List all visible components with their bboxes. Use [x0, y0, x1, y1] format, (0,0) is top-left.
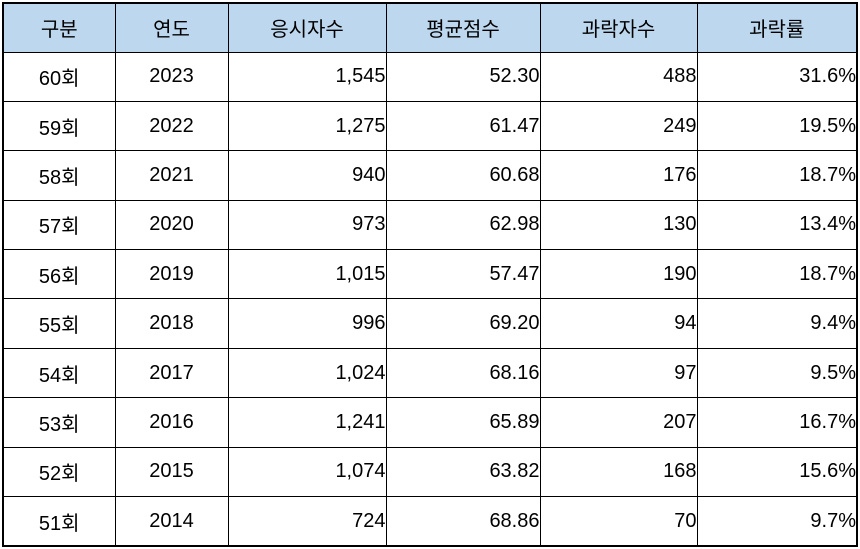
- cell-average_score: 57.47: [385, 249, 541, 300]
- table-row: 57회 2020 973 62.98 130 13.4%: [2, 199, 858, 251]
- cell-round: 51회: [2, 496, 116, 547]
- cell-fail_rate: 15.6%: [696, 446, 858, 498]
- cell-fail_rate: 9.7%: [696, 496, 858, 547]
- cell-fail_rate: 18.7%: [696, 249, 858, 300]
- cell-year: 2017: [114, 347, 229, 399]
- cell-average_score: 62.98: [385, 199, 541, 251]
- table-row: 52회 2015 1,074 63.82 168 15.6%: [2, 446, 858, 498]
- cell-year: 2014: [114, 496, 229, 547]
- table-row: 56회 2019 1,015 57.47 190 18.7%: [2, 249, 858, 300]
- cell-round: 52회: [2, 446, 116, 498]
- cell-applicants: 724: [227, 496, 387, 547]
- cell-average_score: 68.86: [385, 496, 541, 547]
- cell-round: 57회: [2, 199, 116, 251]
- cell-fail_count: 70: [539, 496, 698, 547]
- cell-fail_count: 488: [539, 51, 698, 102]
- table-row: 54회 2017 1,024 68.16 97 9.5%: [2, 347, 858, 399]
- cell-average_score: 65.89: [385, 397, 541, 448]
- cell-fail_count: 97: [539, 347, 698, 399]
- cell-fail_count: 168: [539, 446, 698, 498]
- cell-fail_rate: 9.5%: [696, 347, 858, 399]
- cell-round: 56회: [2, 249, 116, 300]
- header-row: 구분 연도 응시자수 평균점수 과락자수 과락률: [2, 2, 858, 53]
- cell-applicants: 996: [227, 298, 387, 349]
- table-row: 58회 2021 940 60.68 176 18.7%: [2, 150, 858, 201]
- column-header-applicants: 응시자수: [227, 2, 387, 53]
- cell-fail_rate: 16.7%: [696, 397, 858, 448]
- cell-year: 2020: [114, 199, 229, 251]
- cell-year: 2023: [114, 51, 229, 102]
- cell-fail_count: 249: [539, 100, 698, 152]
- cell-fail_rate: 13.4%: [696, 199, 858, 251]
- cell-fail_count: 94: [539, 298, 698, 349]
- cell-applicants: 973: [227, 199, 387, 251]
- cell-year: 2016: [114, 397, 229, 448]
- table-body: 60회 2023 1,545 52.30 488 31.6% 59회 2022 1,275 61.…: [2, 51, 858, 547]
- table-row: 60회 2023 1,545 52.30 488 31.6%: [2, 51, 858, 102]
- cell-average_score: 63.82: [385, 446, 541, 498]
- cell-applicants: 1,074: [227, 446, 387, 498]
- column-header-fail_rate: 과락률: [696, 2, 858, 53]
- column-header-round: 구분: [2, 2, 116, 53]
- cell-average_score: 52.30: [385, 51, 541, 102]
- cell-round: 53회: [2, 397, 116, 448]
- cell-fail_count: 176: [539, 150, 698, 201]
- column-header-average_score: 평균점수: [385, 2, 541, 53]
- cell-fail_count: 190: [539, 249, 698, 300]
- cell-average_score: 69.20: [385, 298, 541, 349]
- cell-round: 59회: [2, 100, 116, 152]
- cell-year: 2019: [114, 249, 229, 300]
- cell-fail_rate: 31.6%: [696, 51, 858, 102]
- cell-average_score: 61.47: [385, 100, 541, 152]
- table-row: 59회 2022 1,275 61.47 249 19.5%: [2, 100, 858, 152]
- cell-fail_count: 207: [539, 397, 698, 448]
- cell-fail_rate: 18.7%: [696, 150, 858, 201]
- cell-applicants: 1,545: [227, 51, 387, 102]
- table-row: 51회 2014 724 68.86 70 9.7%: [2, 496, 858, 547]
- cell-year: 2018: [114, 298, 229, 349]
- cell-applicants: 1,015: [227, 249, 387, 300]
- cell-year: 2015: [114, 446, 229, 498]
- cell-fail_rate: 9.4%: [696, 298, 858, 349]
- cell-round: 54회: [2, 347, 116, 399]
- cell-year: 2022: [114, 100, 229, 152]
- table-row: 53회 2016 1,241 65.89 207 16.7%: [2, 397, 858, 448]
- table-row: 55회 2018 996 69.20 94 9.4%: [2, 298, 858, 349]
- cell-round: 55회: [2, 298, 116, 349]
- cell-year: 2021: [114, 150, 229, 201]
- cell-applicants: 940: [227, 150, 387, 201]
- cell-average_score: 60.68: [385, 150, 541, 201]
- cell-fail_rate: 19.5%: [696, 100, 858, 152]
- cell-round: 58회: [2, 150, 116, 201]
- cell-round: 60회: [2, 51, 116, 102]
- column-header-year: 연도: [114, 2, 229, 53]
- cell-applicants: 1,024: [227, 347, 387, 399]
- cell-fail_count: 130: [539, 199, 698, 251]
- cell-applicants: 1,275: [227, 100, 387, 152]
- column-header-fail_count: 과락자수: [539, 2, 698, 53]
- cell-applicants: 1,241: [227, 397, 387, 448]
- cell-average_score: 68.16: [385, 347, 541, 399]
